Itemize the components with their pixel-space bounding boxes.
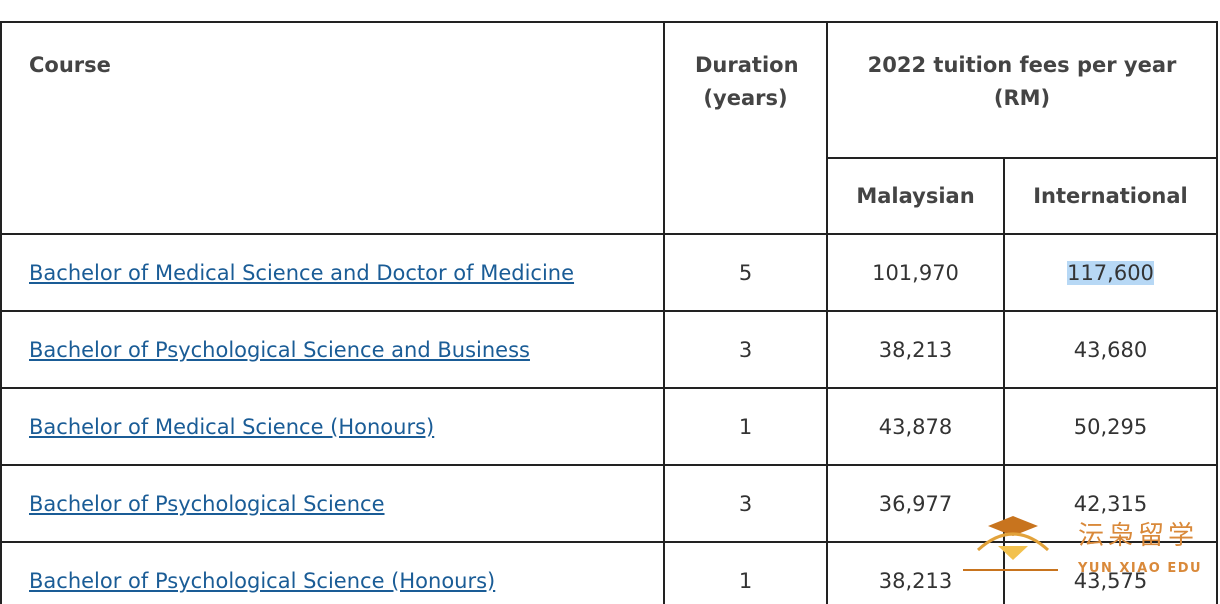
watermark-subtitle: YUN XIAO EDU bbox=[1077, 561, 1202, 576]
table-row: Bachelor of Psychological Science and Bu… bbox=[0, 310, 1218, 389]
header-cell: Duration (years) bbox=[663, 21, 828, 235]
fees-table: Course Duration (years) 2022 tuition fee… bbox=[0, 21, 1218, 604]
table-cell: 3 bbox=[663, 464, 828, 543]
table-row: Bachelor of Medical Science and Doctor o… bbox=[0, 233, 1218, 312]
course-link[interactable]: Bachelor of Medical Science and Doctor o… bbox=[29, 260, 575, 285]
table-cell: 36,977 bbox=[826, 464, 1005, 543]
table-cell: Bachelor of Medical Science and Doctor o… bbox=[0, 233, 665, 312]
course-link[interactable]: Bachelor of Psychological Science bbox=[29, 491, 385, 516]
watermark-name: 沄枭留学 bbox=[1078, 521, 1198, 551]
table-cell: Bachelor of Psychological Science bbox=[0, 464, 665, 543]
table-row: Bachelor of Psychological Science 3 36,977… bbox=[0, 464, 1218, 543]
table-cell: Bachelor of Psychological Science and Bu… bbox=[0, 310, 665, 389]
table-row: Bachelor of Medical Science (Honours) 1 43… bbox=[0, 387, 1218, 466]
header-cell: Malaysian bbox=[826, 157, 1005, 235]
header-cell: 2022 tuition fees per year (RM) bbox=[826, 21, 1218, 159]
selected-text: 117,600 bbox=[1067, 260, 1154, 285]
table-row: Bachelor of Psychological Science (Honou… bbox=[0, 541, 1218, 604]
course-link[interactable]: Bachelor of Psychological Science and Bu… bbox=[29, 337, 530, 362]
table-cell: 1 bbox=[663, 387, 828, 466]
table-cell: 101,970 bbox=[826, 233, 1005, 312]
table-cell: 50,295 bbox=[1003, 387, 1218, 466]
header-cell: Course bbox=[0, 21, 665, 235]
table-cell: 3 bbox=[663, 310, 828, 389]
table-cell: 43,575 bbox=[1003, 541, 1218, 604]
course-link[interactable]: Bachelor of Medical Science (Honours) bbox=[29, 414, 435, 439]
table-cell: Bachelor of Medical Science (Honours) bbox=[0, 387, 665, 466]
table-cell: Bachelor of Psychological Science (Honou… bbox=[0, 541, 665, 604]
course-link[interactable]: Bachelor of Psychological Science (Honou… bbox=[29, 568, 496, 593]
header-cell: International bbox=[1003, 157, 1218, 235]
table-cell: 5 bbox=[663, 233, 828, 312]
watermark: 沄枭留学 YUN XIAO EDU bbox=[963, 516, 1202, 576]
table-cell: 43,878 bbox=[826, 387, 1005, 466]
table-cell: 1 bbox=[663, 541, 828, 604]
table-cell: 38,213 bbox=[826, 310, 1005, 389]
table-cell: 38,213 bbox=[826, 541, 1005, 604]
table-cell: 43,680 bbox=[1003, 310, 1218, 389]
table-cell: 117,600 bbox=[1003, 233, 1218, 312]
table-cell: 42,315 bbox=[1003, 464, 1218, 543]
